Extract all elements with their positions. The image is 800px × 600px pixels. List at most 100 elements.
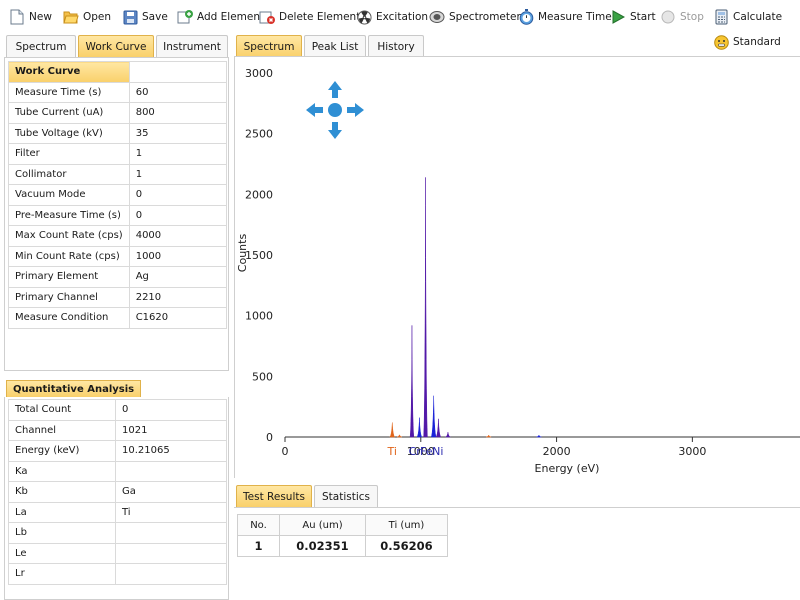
pan-control[interactable]: [306, 81, 364, 139]
save-button[interactable]: Save: [122, 6, 168, 28]
spectrum-peak: [445, 432, 451, 438]
spectrum-peak: [389, 422, 396, 438]
standard-button[interactable]: Standard: [713, 31, 781, 53]
x-tick-label: 3000: [678, 445, 706, 458]
y-tick-label: 2000: [245, 188, 273, 201]
table-row[interactable]: Kb Ga: [8, 481, 227, 503]
table-row[interactable]: Vacuum Mode 0: [8, 184, 228, 206]
table-row[interactable]: Le: [8, 542, 227, 564]
pan-left-icon[interactable]: [306, 103, 323, 117]
table-row[interactable]: Measure Condition C1620: [8, 307, 228, 329]
tab-work-curve[interactable]: Work Curve: [78, 35, 154, 57]
table-row[interactable]: Lr: [8, 563, 227, 585]
row-label: Energy (keV): [8, 440, 116, 462]
pan-center-icon[interactable]: [328, 103, 342, 117]
row-value[interactable]: 10.21065: [115, 440, 227, 462]
row-value[interactable]: 0: [115, 399, 227, 421]
row-label: Tube Current (uA): [8, 102, 130, 124]
table-row[interactable]: Primary Channel 2210: [8, 286, 228, 308]
row-value[interactable]: [115, 542, 227, 564]
stopwatch-icon: [518, 9, 534, 25]
row-label: Pre-Measure Time (s): [8, 204, 130, 226]
row-value[interactable]: 2210: [128, 286, 228, 308]
table-row[interactable]: Collimator 1: [8, 163, 228, 185]
table-row[interactable]: Measure Time (s) 60: [8, 81, 228, 103]
row-value[interactable]: [115, 563, 227, 585]
tab-test-results-label: Test Results: [243, 490, 305, 503]
tab-spectrum[interactable]: Spectrum: [6, 35, 76, 57]
quantitative-panel: Total Count 0 Channel 1021 Energy (keV) 10.21…: [4, 397, 229, 600]
excitation-label: Excitation: [376, 11, 429, 23]
pan-down-icon[interactable]: [328, 122, 342, 139]
measure-time-button[interactable]: Measure Time: [518, 6, 612, 28]
row-value[interactable]: 0: [128, 184, 228, 206]
table-row[interactable]: 1 0.02351 0.56206: [237, 535, 448, 557]
calculate-button[interactable]: Calculate: [713, 6, 782, 28]
row-value[interactable]: 0: [128, 204, 228, 226]
row-value[interactable]: 1021: [115, 419, 227, 441]
table-row[interactable]: Max Count Rate (cps) 4000: [8, 225, 228, 247]
row-value[interactable]: 4000: [128, 225, 228, 247]
element-marker-label[interactable]: Ni: [432, 445, 443, 458]
open-button[interactable]: Open: [63, 6, 111, 28]
table-row[interactable]: Min Count Rate (cps) 1000: [8, 245, 228, 267]
table-row[interactable]: Tube Current (uA) 800: [8, 102, 228, 124]
tab-main-spectrum[interactable]: Spectrum: [236, 35, 302, 57]
tab-instrument[interactable]: Instrument: [156, 35, 228, 57]
pan-up-icon[interactable]: [328, 81, 342, 98]
results-cell-au: 0.02351: [279, 535, 366, 557]
element-marker-label[interactable]: Ti: [387, 445, 397, 458]
tab-main-spectrum-label: Spectrum: [243, 40, 295, 53]
row-label: Kb: [8, 481, 116, 503]
table-row[interactable]: Channel 1021: [8, 419, 227, 441]
row-label: Max Count Rate (cps): [8, 225, 130, 247]
add-element-button[interactable]: Add Element: [177, 6, 264, 28]
row-label: Vacuum Mode: [8, 184, 130, 206]
tab-test-results[interactable]: Test Results: [236, 485, 312, 507]
table-row[interactable]: La Ti: [8, 501, 227, 523]
table-row[interactable]: Tube Voltage (kV) 35: [8, 122, 228, 144]
row-value[interactable]: Ti: [115, 501, 227, 523]
results-header-row: No. Au (um) Ti (um): [237, 514, 448, 536]
tab-instrument-label: Instrument: [163, 40, 221, 53]
work-curve-header: Work Curve: [8, 61, 130, 83]
row-value[interactable]: Ag: [128, 266, 228, 288]
pan-right-icon[interactable]: [347, 103, 364, 117]
tab-statistics[interactable]: Statistics: [314, 485, 378, 507]
y-axis-title: Counts: [236, 234, 249, 273]
row-value[interactable]: 800: [128, 102, 228, 124]
row-value[interactable]: [115, 522, 227, 544]
table-row[interactable]: Primary Element Ag: [8, 266, 228, 288]
row-value[interactable]: 60: [128, 81, 228, 103]
tab-history[interactable]: History: [368, 35, 424, 57]
row-value[interactable]: 35: [128, 122, 228, 144]
row-value[interactable]: Ga: [115, 481, 227, 503]
delete-element-button[interactable]: Delete Element: [259, 6, 360, 28]
new-button[interactable]: New: [9, 6, 52, 28]
results-cell-no: 1: [237, 535, 280, 557]
element-marker-label[interactable]: Cr: [409, 445, 422, 458]
row-label: Ka: [8, 460, 116, 482]
row-value[interactable]: [115, 460, 227, 482]
table-row[interactable]: Filter 1: [8, 143, 228, 165]
row-value[interactable]: 1: [128, 143, 228, 165]
table-row[interactable]: Energy (keV) 10.21065: [8, 440, 227, 462]
start-label: Start: [630, 11, 656, 23]
radiation-icon: [356, 9, 372, 25]
spectrum-chart[interactable]: 0 500 1000 1500 2000 2500 3000 0 1000 2000 3000 Ti…: [234, 56, 800, 478]
element-marker-label[interactable]: Fe: [420, 445, 433, 458]
stop-button[interactable]: Stop: [660, 6, 704, 28]
row-value[interactable]: C1620: [128, 307, 228, 329]
spectrometer-button[interactable]: Spectrometer: [429, 6, 521, 28]
spectrum-peak: [435, 418, 442, 438]
table-row[interactable]: Ka: [8, 460, 227, 482]
table-row[interactable]: Lb: [8, 522, 227, 544]
row-value[interactable]: 1: [128, 163, 228, 185]
excitation-button[interactable]: Excitation: [356, 6, 428, 28]
table-row[interactable]: Total Count 0: [8, 399, 227, 421]
start-button[interactable]: Start: [610, 6, 656, 28]
row-value[interactable]: 1000: [128, 245, 228, 267]
table-row[interactable]: Pre-Measure Time (s) 0: [8, 204, 228, 226]
table-row: Work Curve: [8, 61, 228, 83]
tab-peak-list[interactable]: Peak List: [304, 35, 366, 57]
